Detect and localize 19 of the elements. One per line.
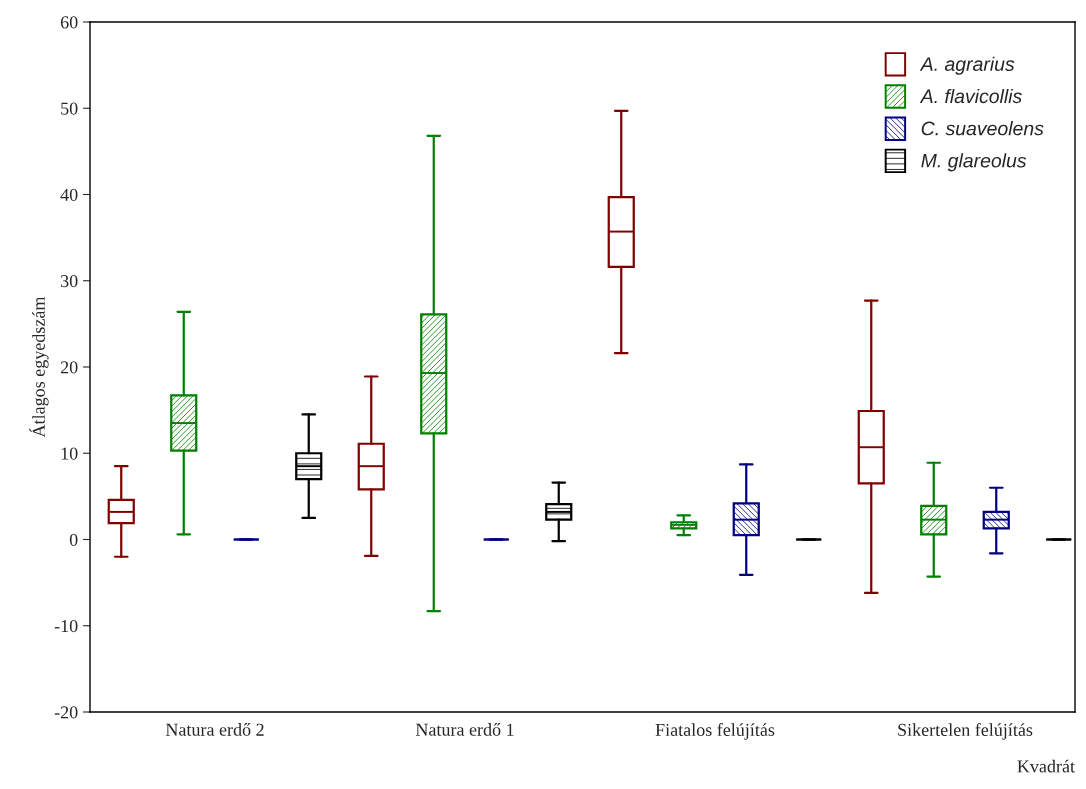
y-tick-label: -10 bbox=[54, 620, 78, 633]
legend-label: C. suaveolens bbox=[921, 121, 1044, 136]
x-tick-label: Natura erdő 1 bbox=[415, 723, 514, 736]
y-tick-label: 50 bbox=[61, 102, 78, 115]
x-axis-title: Kvadrát bbox=[1017, 759, 1075, 773]
y-axis-title: Átlagos egyedszám bbox=[29, 296, 49, 438]
x-tick-label: Fiatalos felújítás bbox=[655, 723, 775, 740]
y-tick-label: 60 bbox=[60, 16, 78, 29]
x-tick-label: Natura erdő 2 bbox=[165, 723, 264, 736]
y-tick-label: 40 bbox=[60, 188, 78, 201]
y-tick-label: 20 bbox=[60, 361, 78, 374]
y-tick-label: 10 bbox=[61, 447, 78, 460]
legend-label: A. agrarius bbox=[919, 56, 1015, 75]
x-tick-label: Sikertelen felújítás bbox=[898, 723, 1033, 740]
y-tick-label: 0 bbox=[69, 533, 78, 546]
y-tick-label: 30 bbox=[61, 275, 78, 288]
legend-label: A. flavicollis bbox=[919, 88, 1022, 104]
legend-label: M. glareolus bbox=[921, 153, 1027, 172]
y-tick-label: -20 bbox=[54, 706, 78, 719]
